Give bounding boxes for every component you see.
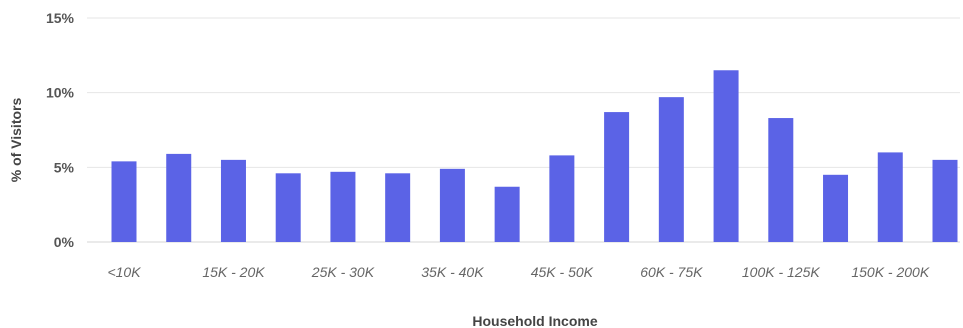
bars xyxy=(111,70,958,243)
bar xyxy=(658,97,684,242)
bar xyxy=(111,161,137,242)
y-axis-title: % of Visitors xyxy=(8,98,24,183)
x-tick-label: 100K - 125K xyxy=(742,264,820,280)
x-tick-label: 15K - 20K xyxy=(202,264,265,280)
x-tick-label: 60K - 75K xyxy=(640,264,703,280)
bar xyxy=(877,152,903,242)
y-tick-label: 5% xyxy=(54,159,75,175)
bar xyxy=(439,168,465,242)
y-tick-label: 10% xyxy=(46,85,75,101)
x-axis-ticks: <10K 15K - 20K 25K - 30K 35K - 40K 45K - 50K… xyxy=(107,264,929,280)
bar xyxy=(220,159,246,242)
bar xyxy=(385,173,411,242)
bar xyxy=(494,186,520,242)
bar xyxy=(713,70,739,243)
x-tick-label: 45K - 50K xyxy=(531,264,594,280)
bar xyxy=(823,174,849,242)
y-tick-label: 0% xyxy=(54,234,75,250)
bar xyxy=(275,173,301,242)
x-tick-label: 25K - 30K xyxy=(311,264,375,280)
x-tick-label: <10K xyxy=(107,264,141,280)
bar xyxy=(768,118,794,242)
bar xyxy=(604,112,630,242)
bar xyxy=(549,155,575,242)
y-axis-ticks: 0% 5% 10% 15% xyxy=(46,10,75,250)
bar xyxy=(932,159,958,242)
x-axis-title: Household Income xyxy=(472,313,597,328)
x-tick-label: 150K - 200K xyxy=(851,264,929,280)
bar xyxy=(330,171,356,242)
bar xyxy=(166,153,192,242)
x-tick-label: 35K - 40K xyxy=(421,264,484,280)
y-tick-label: 15% xyxy=(46,10,75,26)
